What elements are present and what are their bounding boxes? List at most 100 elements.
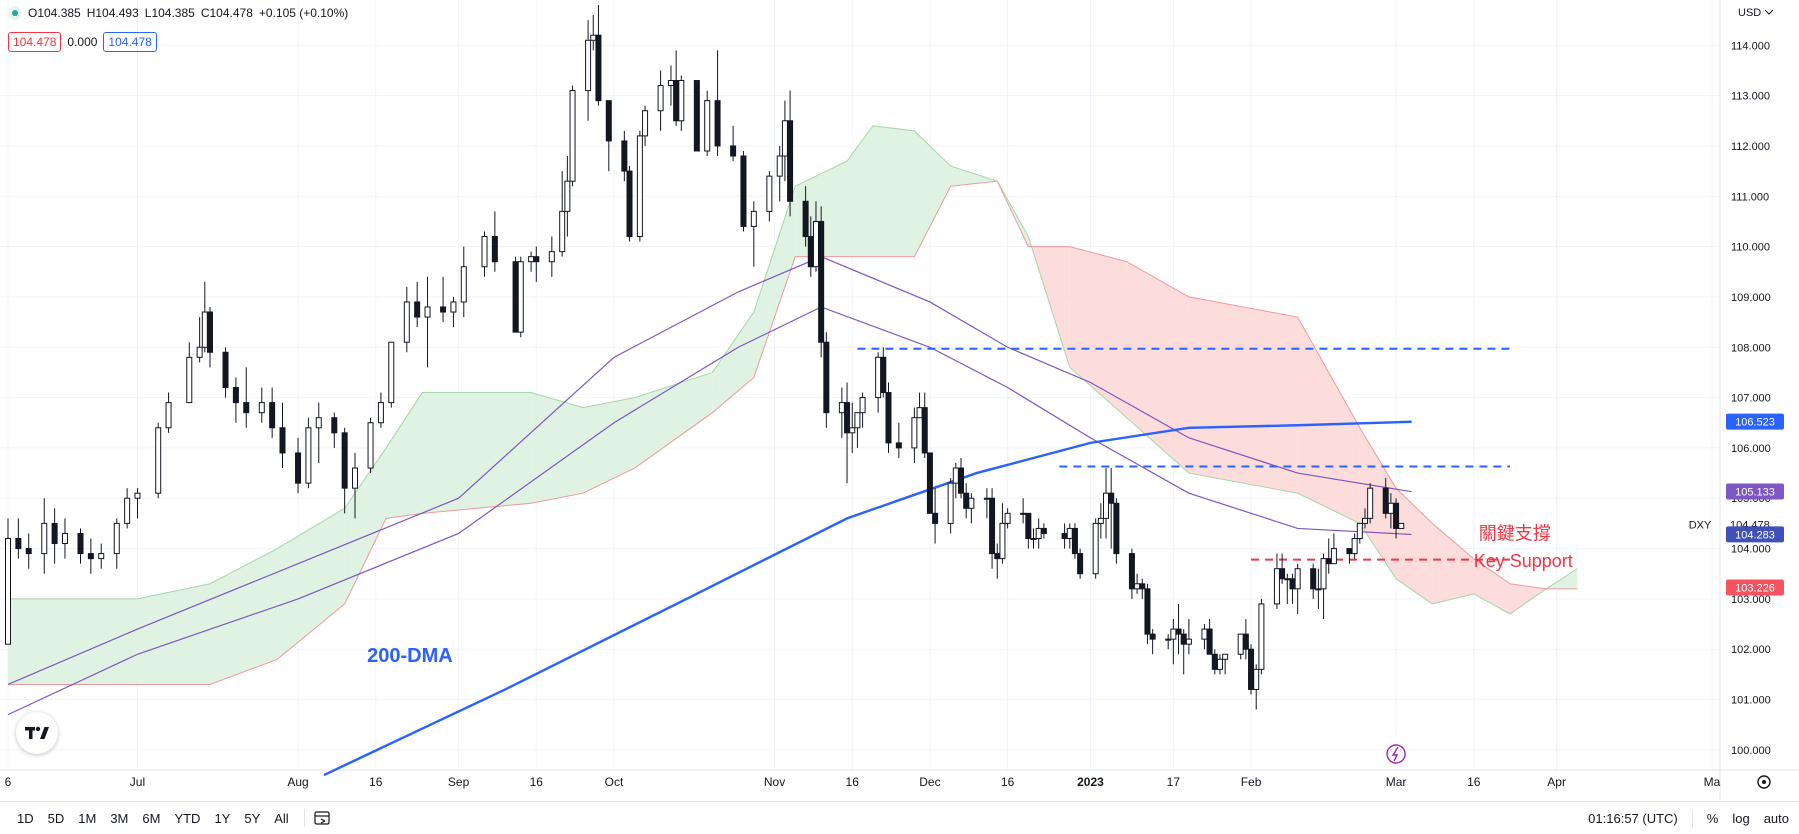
gear-icon[interactable] — [1757, 775, 1771, 789]
candle-body[interactable] — [1144, 588, 1151, 635]
candle-body[interactable] — [528, 256, 535, 263]
ask-button[interactable]: 104.478 — [103, 32, 157, 52]
candle-body[interactable] — [621, 140, 628, 172]
dma-200-line[interactable] — [323, 420, 1412, 777]
candle-body[interactable] — [704, 100, 711, 152]
candle-body[interactable] — [450, 301, 457, 313]
candle-body[interactable] — [77, 532, 84, 555]
candle-body[interactable] — [113, 522, 120, 555]
timeframe-5y[interactable]: 5Y — [244, 810, 261, 826]
auto-toggle[interactable]: auto — [1763, 811, 1789, 826]
candle-body[interactable] — [673, 80, 680, 122]
candle-body[interactable] — [854, 412, 861, 429]
candle-body[interactable] — [155, 427, 162, 494]
candle-body[interactable] — [859, 397, 866, 414]
candle-body[interactable] — [424, 306, 431, 318]
candle-body[interactable] — [87, 553, 94, 560]
candle-body[interactable] — [124, 497, 131, 524]
candle-body[interactable] — [491, 236, 498, 263]
candle-body[interactable] — [989, 497, 996, 555]
candle-body[interactable] — [533, 256, 540, 263]
candle-body[interactable] — [352, 467, 359, 489]
timeframe-1m[interactable]: 1M — [78, 810, 97, 826]
log-toggle[interactable]: log — [1732, 811, 1750, 826]
candle-body[interactable] — [341, 432, 348, 489]
candle-body[interactable] — [787, 120, 794, 202]
candle-body[interactable] — [585, 39, 592, 92]
price-tag-bg[interactable] — [1726, 579, 1784, 596]
candle-body[interactable] — [1361, 517, 1368, 524]
candle-body[interactable] — [548, 251, 555, 263]
candle-body[interactable] — [844, 402, 851, 434]
market-status-icon[interactable] — [8, 6, 22, 20]
chevron-down-icon[interactable] — [1764, 9, 1774, 15]
candle-body[interactable] — [1289, 578, 1296, 590]
candle-body[interactable] — [1398, 522, 1405, 529]
candle-body[interactable] — [1206, 628, 1213, 655]
candle-body[interactable] — [61, 532, 68, 545]
candle-body[interactable] — [243, 402, 250, 414]
candle-body[interactable] — [1185, 638, 1192, 645]
price-tag-bg[interactable] — [1726, 413, 1784, 430]
candle-body[interactable] — [1170, 628, 1177, 640]
candle-body[interactable] — [1020, 512, 1027, 515]
candle-body[interactable] — [921, 407, 928, 454]
timeframe-3m[interactable]: 3M — [110, 810, 129, 826]
candle-body[interactable] — [1175, 628, 1182, 635]
candle-body[interactable] — [875, 356, 882, 399]
tradingview-logo[interactable] — [16, 712, 58, 754]
candle-body[interactable] — [1248, 648, 1255, 690]
candle-body[interactable] — [98, 553, 105, 560]
candle-body[interactable] — [1139, 583, 1146, 590]
candle-body[interactable] — [512, 261, 519, 333]
candle-body[interactable] — [693, 80, 700, 152]
candle-body[interactable] — [1113, 502, 1120, 555]
candle-body[interactable] — [1103, 492, 1110, 519]
candle-body[interactable] — [657, 85, 664, 112]
candle-body[interactable] — [740, 155, 747, 227]
candle-body[interactable] — [1066, 527, 1073, 539]
candle-body[interactable] — [1077, 553, 1084, 575]
candle-body[interactable] — [807, 236, 814, 268]
candle-body[interactable] — [849, 427, 856, 434]
candle-body[interactable] — [983, 497, 990, 500]
candle-body[interactable] — [305, 427, 312, 484]
candle-body[interactable] — [776, 155, 783, 177]
economic-event-icon[interactable] — [1386, 744, 1406, 764]
candle-body[interactable] — [1393, 502, 1400, 529]
candle-body[interactable] — [1330, 548, 1337, 565]
bid-button[interactable]: 104.478 — [8, 32, 62, 52]
candle-body[interactable] — [331, 417, 338, 434]
candle-body[interactable] — [1040, 527, 1047, 534]
candle-body[interactable] — [1315, 588, 1322, 591]
candle-body[interactable] — [963, 492, 970, 509]
candle-body[interactable] — [51, 522, 58, 545]
candle-body[interactable] — [5, 537, 11, 645]
candle-body[interactable] — [968, 497, 975, 509]
percent-toggle[interactable]: % — [1706, 811, 1719, 826]
candle-body[interactable] — [295, 452, 302, 484]
candle-body[interactable] — [481, 236, 488, 268]
candle-body[interactable] — [1273, 568, 1280, 605]
candle-body[interactable] — [269, 402, 276, 429]
candle-body[interactable] — [1325, 558, 1332, 565]
candle-body[interactable] — [590, 34, 597, 41]
candle-body[interactable] — [838, 402, 845, 414]
candle-body[interactable] — [1253, 668, 1260, 690]
candle-body[interactable] — [232, 387, 239, 404]
candle-body[interactable] — [952, 467, 959, 484]
candle-body[interactable] — [932, 512, 939, 524]
candle-body[interactable] — [1387, 502, 1394, 514]
candle-body[interactable] — [186, 356, 193, 404]
timeframe-1y[interactable]: 1Y — [214, 810, 231, 826]
candle-body[interactable] — [1279, 568, 1286, 580]
candle-body[interactable] — [367, 422, 374, 469]
candle-body[interactable] — [1320, 558, 1327, 590]
candle-body[interactable] — [885, 392, 892, 444]
candle-body[interactable] — [1294, 568, 1301, 590]
price-tag-bg[interactable] — [1726, 526, 1784, 543]
candle-body[interactable] — [1165, 638, 1172, 641]
candle-body[interactable] — [802, 200, 809, 238]
candle-body[interactable] — [730, 145, 737, 157]
